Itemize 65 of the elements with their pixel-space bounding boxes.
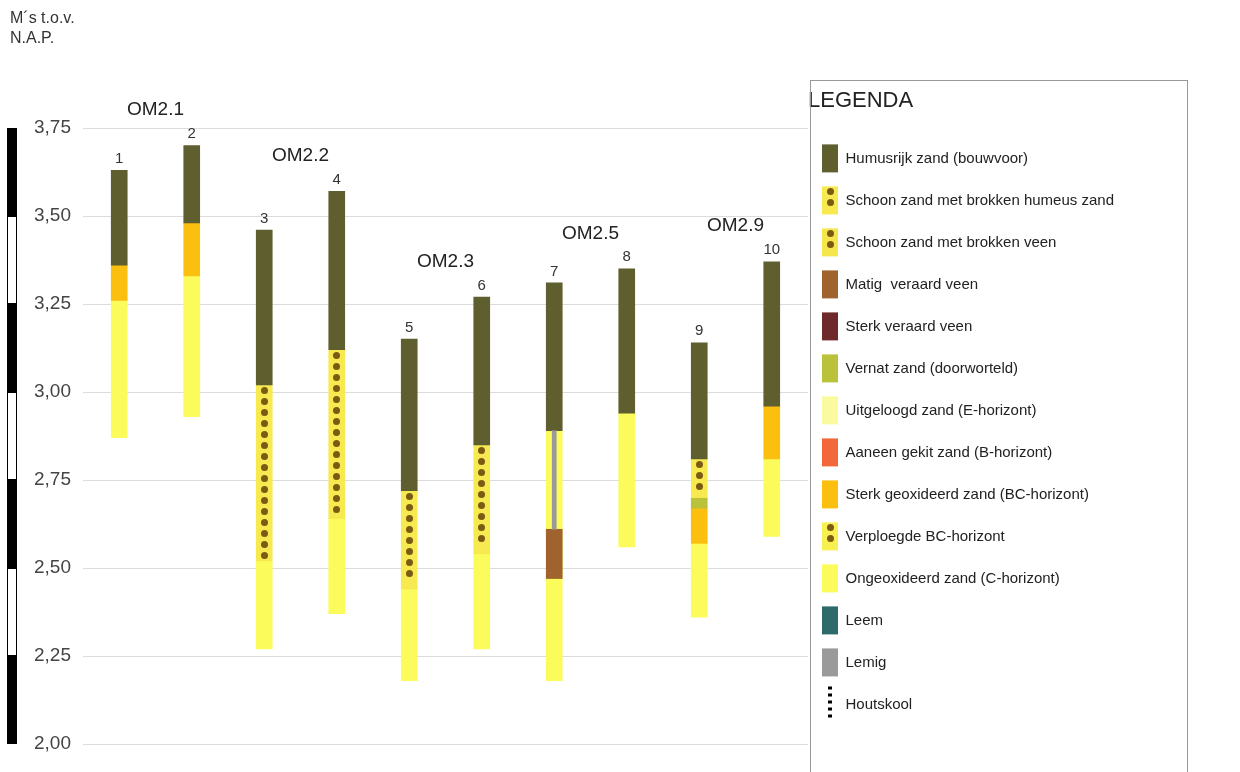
y-tick-label: 2,75 <box>34 468 71 490</box>
bar <box>400 338 418 491</box>
legend-label: Ongeoxideerd zand (C-horizont) <box>845 568 1060 586</box>
bar <box>763 405 781 460</box>
legend-label: Schoon zand met brokken veen <box>845 232 1057 250</box>
bar <box>690 497 708 509</box>
legend-label: Leem <box>845 610 884 628</box>
bar <box>690 342 708 460</box>
bar <box>473 296 491 446</box>
y-axis-title: M´s t.o.v. N.A.P. <box>10 8 76 48</box>
legend-label: Sterk veraard veen <box>845 316 973 334</box>
x-tick-label: 10 <box>763 240 781 258</box>
legend-label: Verploegde BC-horizont <box>845 526 1006 544</box>
x-tick-label: 5 <box>405 317 414 335</box>
bar <box>690 507 708 544</box>
bar <box>183 275 201 417</box>
bar <box>473 553 491 650</box>
x-tick-label: 9 <box>695 321 704 339</box>
bar <box>328 191 346 351</box>
annotation: OM2.3 <box>416 249 475 271</box>
bar <box>183 145 201 224</box>
x-tick-label: 6 <box>477 275 486 293</box>
legend-label: Schoon zand met brokken humeus zand <box>845 190 1114 208</box>
y-tick-label: 3,75 <box>34 116 71 138</box>
bar <box>110 264 128 301</box>
legend-label: Uitgeloogd zand (E-horizont) <box>845 400 1037 418</box>
y-tick-label: 2,25 <box>34 644 71 666</box>
annotation: OM2.5 <box>561 221 620 243</box>
x-tick-label: 3 <box>260 208 269 226</box>
y-tick-label: 3,25 <box>34 292 71 314</box>
bar <box>618 268 636 414</box>
bar <box>690 543 708 618</box>
x-tick-label: 2 <box>187 124 196 142</box>
bar <box>110 300 128 439</box>
bar <box>400 588 418 681</box>
legend-label: Lemig <box>845 652 887 670</box>
x-tick-label: 7 <box>550 261 559 279</box>
bar <box>183 222 201 277</box>
annotation: OM2.2 <box>271 144 329 166</box>
bar <box>551 430 557 530</box>
legend-label: Matig veraard veen <box>845 274 979 292</box>
y-tick-label: 2,50 <box>34 556 71 578</box>
legend-label: Humusrijk zand (bouwvoor) <box>845 148 1029 166</box>
bar <box>328 518 346 615</box>
bar <box>618 412 636 548</box>
legend-label: Aaneen gekit zand (B-horizont) <box>845 442 1053 460</box>
x-tick-label: 1 <box>115 148 124 166</box>
bar <box>763 261 781 407</box>
bar <box>545 528 563 579</box>
y-tick-label: 3,50 <box>34 204 71 226</box>
x-tick-label: 4 <box>332 170 341 187</box>
bar <box>763 458 781 537</box>
y-tick-label: 3,00 <box>34 380 71 402</box>
annotation: OM2.9 <box>706 214 765 236</box>
legend-label: Sterk geoxideerd zand (BC-horizont) <box>845 484 1089 502</box>
legend-title: LEGENDA <box>808 87 914 113</box>
bar <box>110 169 128 266</box>
bar <box>255 229 273 386</box>
bar <box>255 560 273 650</box>
y-tick-label: 2,00 <box>34 732 71 754</box>
bar <box>545 282 563 432</box>
legend-label: Houtskool <box>845 694 913 712</box>
text: OM2.1 <box>126 98 184 120</box>
legend-label: Vernat zand (doorworteld) <box>845 358 1019 376</box>
x-tick-label: 8 <box>622 247 631 265</box>
